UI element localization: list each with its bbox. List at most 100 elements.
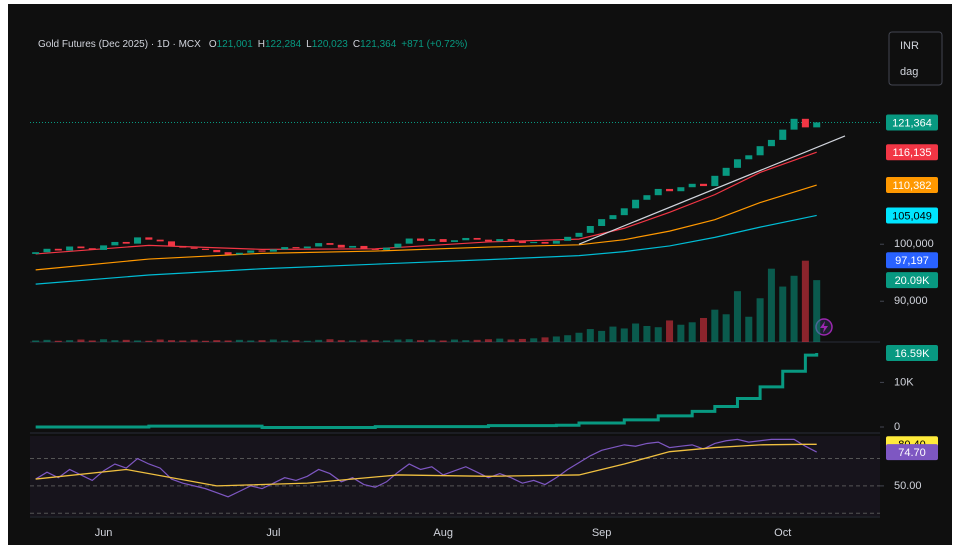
volume-bar <box>213 340 221 342</box>
candle-body <box>632 199 640 209</box>
candle-body <box>32 252 40 254</box>
candle-body <box>620 208 628 216</box>
volume-bar <box>134 340 142 342</box>
candle-body <box>337 244 345 248</box>
candle-body <box>134 237 142 244</box>
volume-bar <box>32 340 40 342</box>
candle-body <box>315 243 323 247</box>
volume-bar <box>722 314 730 342</box>
volume-bar <box>530 338 538 342</box>
volume-bar <box>122 339 130 342</box>
price-badge-label: 97,197 <box>895 255 929 267</box>
candle-body <box>303 246 311 249</box>
volume-bar <box>790 275 798 342</box>
volume-bar <box>43 339 51 342</box>
volume-bar <box>575 332 583 342</box>
candle-body <box>235 252 243 255</box>
candle-body <box>326 243 334 245</box>
candle-body <box>439 239 447 242</box>
price-badge-label: 116,135 <box>893 147 932 159</box>
candle-body <box>496 239 504 242</box>
volume-bar <box>111 340 119 342</box>
volume-bar <box>383 340 391 342</box>
volume-bar <box>496 338 504 342</box>
price-badge <box>886 114 938 131</box>
price-badge <box>886 344 938 361</box>
volume-bar <box>439 340 447 342</box>
candle-body <box>213 249 221 253</box>
volume-bar <box>677 324 685 342</box>
candle-body <box>745 155 753 160</box>
candle-body <box>156 239 164 242</box>
volume-bar <box>235 339 243 342</box>
scale-mode[interactable]: dag <box>900 66 918 78</box>
candle-body <box>258 250 266 252</box>
volume-bar <box>552 336 560 342</box>
chart-title: Gold Futures (Dec 2025) · 1D · MCX <box>38 39 201 50</box>
volume-bar <box>281 340 289 342</box>
x-tick-label: Jul <box>266 527 280 539</box>
line <box>35 443 817 487</box>
volume-bar <box>756 298 764 342</box>
candle-body <box>767 139 775 147</box>
volume-bar <box>77 339 85 342</box>
price-badge <box>886 444 938 461</box>
price-badge-label: 16.59K <box>895 348 931 360</box>
candle-body <box>247 250 255 253</box>
candle-body <box>530 241 538 244</box>
candle-body <box>654 188 662 196</box>
line <box>578 135 846 245</box>
volume-bar <box>450 339 458 342</box>
candle-body <box>383 247 391 250</box>
candle-body <box>507 239 515 241</box>
volume-bar <box>767 268 775 342</box>
candle-body <box>145 237 153 240</box>
candle-body <box>394 243 402 248</box>
candle-body <box>541 241 549 244</box>
volume-bar <box>813 280 821 342</box>
price-badge-label: 105,049 <box>892 210 932 222</box>
volume-bar <box>699 317 708 342</box>
volume-bar <box>417 340 425 342</box>
volume-bar <box>643 325 651 342</box>
y-tick-label: 10K <box>894 376 914 388</box>
candle-body <box>66 246 74 251</box>
ohlc-change: +871 (+0.72%) <box>401 39 467 50</box>
price-badge <box>886 252 938 269</box>
candle-body <box>292 247 300 249</box>
volume-bar <box>779 286 787 342</box>
candle-body <box>77 246 85 249</box>
candle-body <box>450 240 458 242</box>
price-badge <box>886 207 938 224</box>
candle-body <box>111 241 119 246</box>
volume-bar <box>145 340 153 342</box>
volume-bar <box>190 339 198 342</box>
volume-bar <box>179 340 187 342</box>
alert-bolt[interactable] <box>820 321 828 333</box>
candle-body <box>688 183 696 188</box>
volume-bar <box>609 326 617 342</box>
volume-bar <box>428 339 436 342</box>
x-tick-label: Aug <box>433 527 453 539</box>
candle-body <box>779 129 787 140</box>
scale-box[interactable] <box>888 31 943 86</box>
candle-body <box>100 245 108 250</box>
candle-body <box>190 247 198 249</box>
candle-body <box>598 219 606 226</box>
line <box>35 151 817 255</box>
volume-bar <box>666 320 674 342</box>
volume-bar <box>156 339 164 342</box>
volume-bar <box>733 291 741 342</box>
volume-bar <box>632 323 640 342</box>
candle-body <box>733 159 741 168</box>
currency[interactable]: INR <box>900 40 919 52</box>
candle-body <box>167 241 176 246</box>
volume-bar <box>586 329 594 342</box>
line <box>35 438 817 498</box>
x-tick-label: Jun <box>95 527 113 539</box>
candle-body <box>349 245 357 248</box>
candle-body <box>552 240 560 244</box>
y-tick-label: 90,000 <box>894 295 928 307</box>
ohlc-value: 120,023 <box>312 39 349 50</box>
